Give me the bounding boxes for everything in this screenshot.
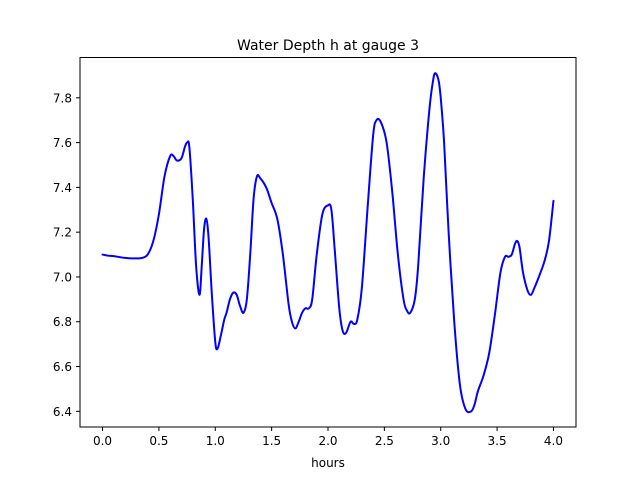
x-axis: 0.0 0.5 1.0 1.5 2.0 2.5 3.0 3.5 4.0 xyxy=(93,427,563,448)
y-tick-label: 6.6 xyxy=(53,360,72,374)
chart-title: Water Depth h at gauge 3 xyxy=(237,38,419,54)
y-tick-label: 7.2 xyxy=(53,226,72,240)
plot-area xyxy=(101,72,555,414)
y-tick-label: 7.6 xyxy=(53,136,72,150)
y-tick-label: 7.8 xyxy=(53,91,72,105)
x-tick-label: 3.5 xyxy=(488,434,507,448)
x-tick-label: 2.0 xyxy=(318,434,337,448)
x-tick-label: 2.5 xyxy=(375,434,394,448)
x-axis-label: hours xyxy=(311,456,345,470)
series-line-0 xyxy=(101,72,555,414)
x-tick-label: 1.5 xyxy=(262,434,281,448)
y-axis: 6.4 6.6 6.8 7.0 7.2 7.4 7.6 7.8 xyxy=(53,91,80,419)
y-tick-label: 6.4 xyxy=(53,405,72,419)
x-tick-label: 0.0 xyxy=(93,434,112,448)
y-tick-label: 7.4 xyxy=(53,181,72,195)
axes-frame xyxy=(79,57,577,428)
x-tick-label: 0.5 xyxy=(149,434,168,448)
y-tick-label: 7.0 xyxy=(53,270,72,284)
y-tick-label: 6.8 xyxy=(53,315,72,329)
x-tick-label: 1.0 xyxy=(206,434,225,448)
x-tick-label: 3.0 xyxy=(431,434,450,448)
x-tick-label: 4.0 xyxy=(544,434,563,448)
